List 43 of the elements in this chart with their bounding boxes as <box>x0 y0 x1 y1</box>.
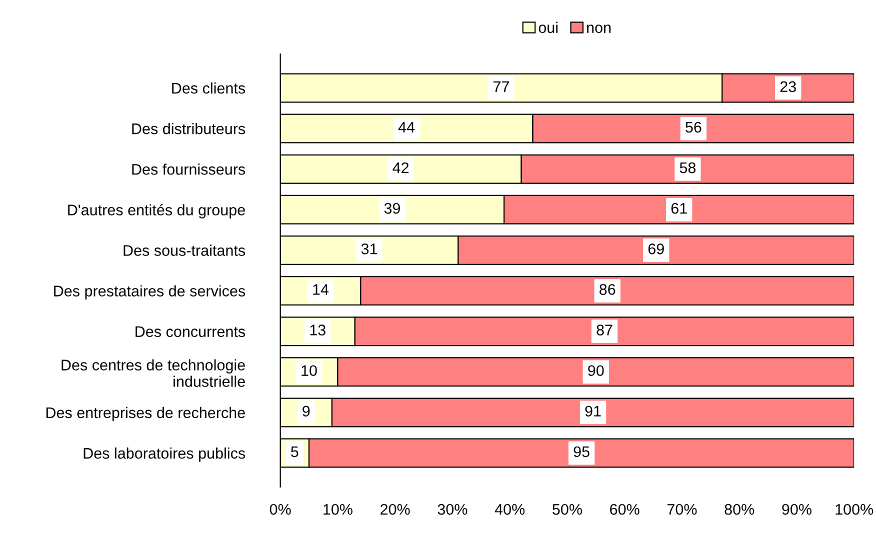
data-label: 86 <box>600 284 616 295</box>
data-label: 23 <box>780 81 796 92</box>
data-label: 61 <box>671 202 687 214</box>
data-label: 90 <box>588 365 604 376</box>
data-label: 5 <box>291 446 298 458</box>
x-tick-label: 90% <box>782 504 812 515</box>
data-label: 42 <box>392 162 409 174</box>
data-label: 91 <box>585 406 601 417</box>
data-label: 13 <box>310 324 326 336</box>
data-label: 44 <box>398 122 415 132</box>
x-tick-label: 80% <box>724 504 754 515</box>
data-label: 77 <box>494 81 509 92</box>
legend-label: oui <box>538 22 558 33</box>
data-label: 10 <box>302 365 317 376</box>
y-tick-label: Des concurrents <box>136 326 246 338</box>
x-tick-label: 10% <box>324 504 352 515</box>
y-tick-label: Des centres de technologie industrielle <box>62 359 245 387</box>
data-label: 14 <box>313 284 329 295</box>
legend-label: non <box>587 24 611 33</box>
x-tick-label: 20% <box>380 504 410 515</box>
y-tick-label: Des entreprises de recherche <box>46 406 245 422</box>
x-tick-label: 50% <box>552 504 582 515</box>
y-tick-label: D'autres entités du groupe <box>68 204 245 218</box>
data-label: 56 <box>686 122 702 133</box>
x-tick-label: 70% <box>667 504 697 515</box>
data-label: 87 <box>596 324 612 336</box>
y-tick-label: Des laboratoires publics <box>84 447 246 462</box>
y-tick-label: Des prestataires de services <box>54 285 246 300</box>
y-tick-label: Des sous-traitants <box>124 244 246 256</box>
y-tick-label: Des distributeurs <box>132 122 246 134</box>
y-tick-label: Des fournisseurs <box>132 164 246 175</box>
data-label: 9 <box>302 406 310 417</box>
x-tick-label: 40% <box>494 504 525 515</box>
x-tick-label: 0% <box>270 504 291 515</box>
x-tick-label: 100% <box>836 504 874 515</box>
data-label: 95 <box>574 446 590 458</box>
x-tick-label: 60% <box>610 504 640 515</box>
data-label: 39 <box>384 202 400 214</box>
x-tick-label: 30% <box>438 504 468 515</box>
y-tick-label: Des clients <box>172 82 246 94</box>
data-label: 58 <box>680 162 696 174</box>
data-label: 69 <box>648 244 664 254</box>
data-label: 31 <box>361 244 378 254</box>
